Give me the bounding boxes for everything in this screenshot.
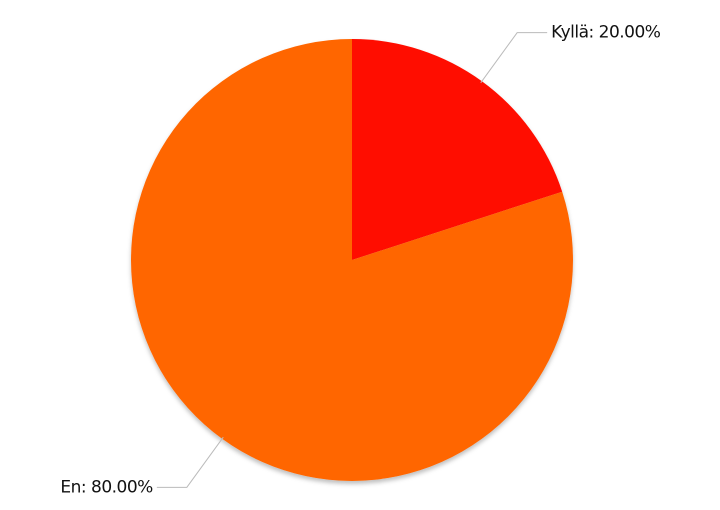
leader-line xyxy=(156,436,224,488)
leader-line xyxy=(480,32,548,84)
pie xyxy=(131,39,573,481)
slice-label: Kyllä: 20.00% xyxy=(551,23,661,43)
pie-slice xyxy=(352,39,563,260)
pie-slice xyxy=(131,39,573,481)
slice-label: En: 80.00% xyxy=(60,477,153,497)
